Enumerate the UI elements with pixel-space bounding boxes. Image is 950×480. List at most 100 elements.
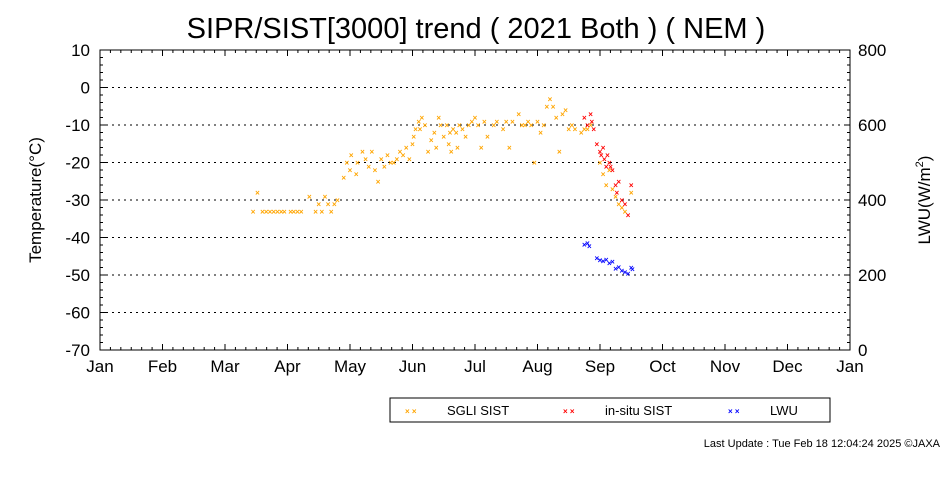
- data-point: ×: [313, 207, 318, 216]
- data-point: ×: [479, 144, 484, 153]
- x-axis: Jan Feb Mar Apr May Jun Jul Aug Sep Oct Nov Dec Jan: [86, 50, 864, 376]
- x-tick-label: Jul: [464, 357, 486, 376]
- data-point: ×: [476, 121, 481, 130]
- data-point: ×: [532, 159, 537, 168]
- data-point: ×: [332, 200, 337, 209]
- data-point: ×: [595, 140, 600, 149]
- data-point: ×: [613, 192, 618, 201]
- legend-marker: × ×: [405, 407, 417, 416]
- data-point: ×: [470, 117, 475, 126]
- y2-axis-label: LWU(W/m2): [914, 156, 934, 245]
- data-point: ×: [598, 147, 603, 156]
- data-point: ×: [610, 166, 615, 175]
- data-point: ×: [510, 117, 515, 126]
- data-point: ×: [454, 129, 459, 138]
- grid-lines: [100, 87, 850, 313]
- data-point: ×: [391, 159, 396, 168]
- data-point: ×: [366, 162, 371, 171]
- data-point: ×: [370, 147, 375, 156]
- data-point: ×: [551, 102, 556, 111]
- legend-marker: × ×: [563, 407, 575, 416]
- data-point: ×: [445, 121, 450, 130]
- data-point: ×: [316, 200, 321, 209]
- data-point: ×: [432, 129, 437, 138]
- data-point: ×: [595, 254, 600, 263]
- data-point: ×: [560, 110, 565, 119]
- data-point: ×: [449, 147, 454, 156]
- data-point: ×: [573, 125, 578, 134]
- data-point: ×: [441, 132, 446, 141]
- data-point: ×: [616, 200, 621, 209]
- data-point: ×: [323, 192, 328, 201]
- data-point: ×: [264, 207, 269, 216]
- data-point: ×: [535, 117, 540, 126]
- x-tick-label: Nov: [710, 357, 741, 376]
- data-point: ×: [613, 181, 618, 190]
- data-point: ×: [623, 207, 628, 216]
- data-point: ×: [613, 264, 618, 273]
- y-tick-label: -50: [65, 266, 90, 285]
- y2-tick-label: 800: [858, 41, 886, 60]
- data-point: ×: [585, 125, 590, 134]
- data-point: ×: [466, 121, 471, 130]
- data-point: ×: [460, 125, 465, 134]
- data-point: ×: [523, 121, 528, 130]
- data-point: ×: [491, 121, 496, 130]
- x-tick-label: Oct: [649, 357, 676, 376]
- data-point: ×: [563, 106, 568, 115]
- data-point: ×: [585, 239, 590, 248]
- last-update-text: Last Update : Tue Feb 18 12:04:24 2025 ©…: [703, 438, 940, 450]
- data-point: ×: [438, 121, 443, 130]
- legend-label: SGLI SIST: [447, 403, 509, 418]
- legend-marker: × ×: [728, 407, 740, 416]
- data-point: ×: [482, 117, 487, 126]
- data-point: ×: [299, 207, 304, 216]
- data-point: ×: [608, 162, 613, 171]
- data-point: ×: [626, 211, 631, 220]
- data-point: ×: [341, 174, 346, 183]
- data-point: ×: [601, 170, 606, 179]
- data-point: ×: [291, 207, 296, 216]
- data-point: ×: [434, 144, 439, 153]
- data-point: ×: [588, 121, 593, 130]
- data-point: ×: [271, 207, 276, 216]
- data-point: ×: [457, 121, 462, 130]
- data-point: ×: [411, 132, 416, 141]
- data-point: ×: [604, 181, 609, 190]
- data-point: ×: [451, 125, 456, 134]
- legend-box: [389, 397, 831, 423]
- data-point: ×: [348, 166, 353, 175]
- data-point: ×: [260, 207, 265, 216]
- legend-label: LWU: [770, 403, 798, 418]
- data-point: ×: [404, 144, 409, 153]
- series-in-situ-sist: ××××××××××××××××××××××: [582, 110, 634, 220]
- data-point: ×: [382, 162, 387, 171]
- data-point: ×: [529, 121, 534, 130]
- data-point: ×: [307, 192, 312, 201]
- data-point: ×: [295, 207, 300, 216]
- data-point: ×: [566, 125, 571, 134]
- y-tick-label: -20: [65, 154, 90, 173]
- data-point: ×: [463, 132, 468, 141]
- data-point: ×: [363, 155, 368, 164]
- y2-axis-label-end: ): [915, 156, 934, 162]
- data-point: ×: [416, 117, 421, 126]
- data-point: ×: [251, 207, 256, 216]
- data-point: ×: [629, 181, 634, 190]
- data-point: ×: [601, 257, 606, 266]
- data-point: ×: [418, 125, 423, 134]
- data-point: ×: [607, 159, 612, 168]
- x-tick-label: Mar: [210, 357, 240, 376]
- data-point: ×: [607, 166, 612, 175]
- data-point: ×: [605, 151, 610, 160]
- data-point: ×: [485, 132, 490, 141]
- data-point: ×: [585, 121, 590, 130]
- data-point: ×: [538, 129, 543, 138]
- data-points: ××× × × × × ×× ×× × ××××××××××××××××××××××××××××…: [251, 95, 635, 279]
- data-point: ×: [623, 200, 628, 209]
- y-axis-label: Temperature(°C): [26, 137, 45, 263]
- x-tick-label: Dec: [772, 357, 803, 376]
- y2-tick-label: 200: [858, 266, 886, 285]
- y-tick-label: -60: [65, 304, 90, 323]
